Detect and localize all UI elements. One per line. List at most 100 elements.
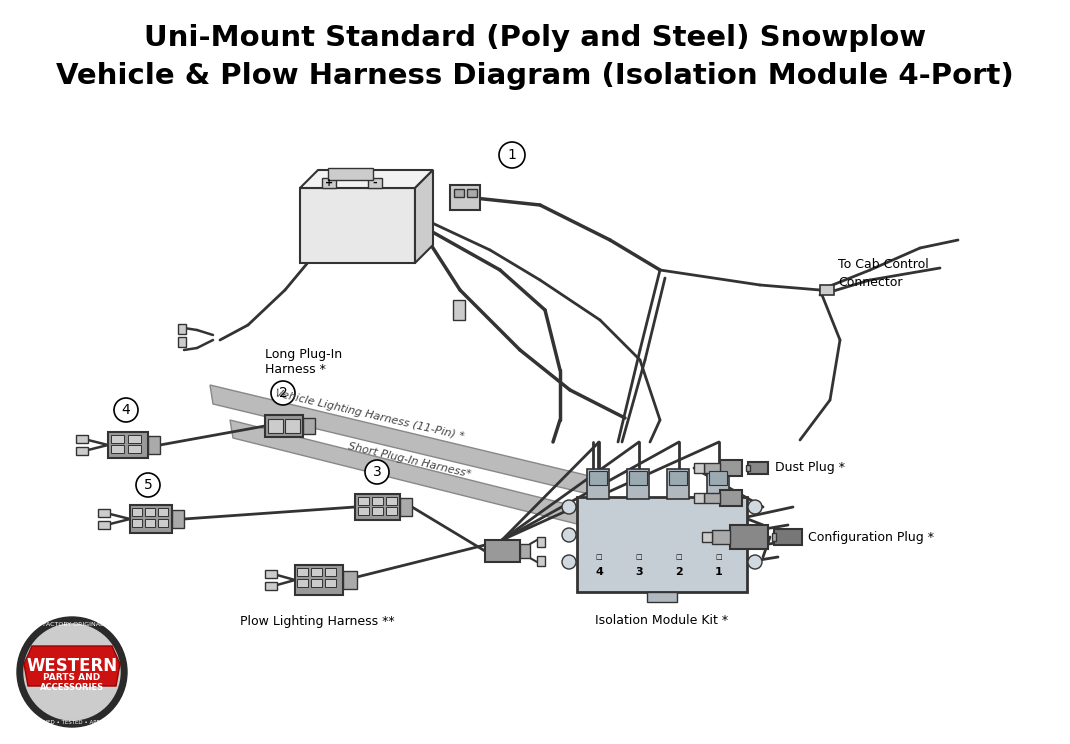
Circle shape [748, 500, 762, 514]
Text: Dust Plug *: Dust Plug * [775, 461, 845, 475]
Text: -: - [372, 178, 378, 188]
Text: To Cab Control: To Cab Control [838, 258, 929, 272]
Bar [128, 445, 141, 453]
Bar [386, 507, 397, 515]
Bar [386, 497, 397, 505]
Text: 5: 5 [143, 478, 152, 492]
Bar [98, 509, 110, 517]
Bar [627, 469, 649, 499]
Bar [158, 508, 168, 516]
Bar [76, 435, 88, 443]
Polygon shape [230, 420, 593, 528]
Circle shape [562, 555, 576, 569]
Bar [730, 525, 768, 549]
Bar [702, 532, 712, 542]
Bar [720, 460, 742, 476]
Bar [303, 418, 315, 434]
Bar [520, 544, 530, 558]
Text: Vehicle & Plow Harness Diagram (Isolation Module 4-Port): Vehicle & Plow Harness Diagram (Isolatio… [56, 62, 1014, 90]
Bar [704, 493, 720, 503]
Bar [325, 579, 336, 587]
Text: +: + [325, 178, 333, 188]
Text: 1: 1 [507, 148, 517, 162]
Bar [358, 507, 369, 515]
Bar [704, 463, 720, 473]
Bar [667, 469, 689, 499]
Bar [577, 497, 747, 592]
Bar [450, 185, 480, 210]
Bar [372, 497, 383, 505]
Bar [108, 432, 148, 458]
Bar [588, 471, 607, 485]
Text: PARTS AND: PARTS AND [44, 673, 101, 682]
Text: □: □ [716, 554, 722, 560]
Bar [820, 285, 834, 295]
Text: 4: 4 [595, 567, 602, 577]
Bar [178, 337, 186, 347]
Bar [322, 178, 336, 188]
Bar [647, 592, 677, 602]
Bar [172, 510, 184, 528]
Bar [265, 415, 303, 437]
Bar [178, 324, 186, 334]
Bar [146, 508, 155, 516]
Text: Short Plug-In Harness*: Short Plug-In Harness* [348, 441, 473, 479]
Bar [111, 445, 124, 453]
Text: 4: 4 [122, 403, 131, 417]
Text: 1: 1 [715, 567, 723, 577]
Polygon shape [210, 385, 601, 497]
Text: 2: 2 [675, 567, 683, 577]
Text: DESIGNED • TESTED • APPROVED: DESIGNED • TESTED • APPROVED [26, 719, 119, 725]
Bar [297, 568, 308, 576]
Circle shape [562, 528, 576, 542]
Bar [720, 490, 742, 506]
Bar [265, 582, 277, 590]
Bar [76, 447, 88, 455]
Polygon shape [24, 646, 120, 686]
Bar [467, 189, 477, 197]
Bar [694, 493, 704, 503]
Text: ACCESSORIES: ACCESSORIES [40, 684, 104, 693]
Circle shape [748, 528, 762, 542]
Text: Uni-Mount Standard (Poly and Steel) Snowplow: Uni-Mount Standard (Poly and Steel) Snow… [144, 24, 926, 52]
Bar [158, 519, 168, 527]
Bar [629, 471, 647, 485]
Polygon shape [300, 170, 433, 188]
Circle shape [136, 473, 160, 497]
Bar [453, 300, 465, 320]
Bar [694, 463, 704, 473]
Bar [146, 519, 155, 527]
Circle shape [499, 142, 525, 168]
Circle shape [748, 555, 762, 569]
Text: Isolation Module Kit *: Isolation Module Kit * [595, 614, 729, 627]
Bar [669, 471, 687, 485]
Bar [537, 537, 545, 547]
Text: 3: 3 [372, 465, 381, 479]
Text: WESTERN: WESTERN [27, 657, 118, 675]
Text: 2: 2 [278, 386, 288, 400]
Circle shape [365, 460, 389, 484]
Bar [265, 570, 277, 578]
Text: 3: 3 [636, 567, 643, 577]
Circle shape [114, 398, 138, 422]
Bar [311, 568, 322, 576]
Text: FACTORY ORIGINAL: FACTORY ORIGINAL [43, 623, 103, 627]
Text: Vehicle Lighting Harness (11-Pin) *: Vehicle Lighting Harness (11-Pin) * [274, 388, 465, 442]
Bar [746, 465, 750, 471]
Text: Long Plug-In
Harness *: Long Plug-In Harness * [265, 348, 342, 376]
Polygon shape [415, 170, 433, 263]
Bar [712, 530, 730, 544]
Circle shape [562, 500, 576, 514]
Bar [132, 519, 142, 527]
Bar [707, 469, 729, 499]
Bar [343, 571, 357, 589]
Text: □: □ [596, 554, 602, 560]
Text: Connector: Connector [838, 277, 902, 289]
Bar [268, 419, 282, 433]
Circle shape [271, 381, 295, 405]
Bar [400, 498, 412, 516]
Text: □: □ [675, 554, 683, 560]
Bar [300, 188, 415, 263]
Bar [454, 189, 464, 197]
Bar [311, 579, 322, 587]
